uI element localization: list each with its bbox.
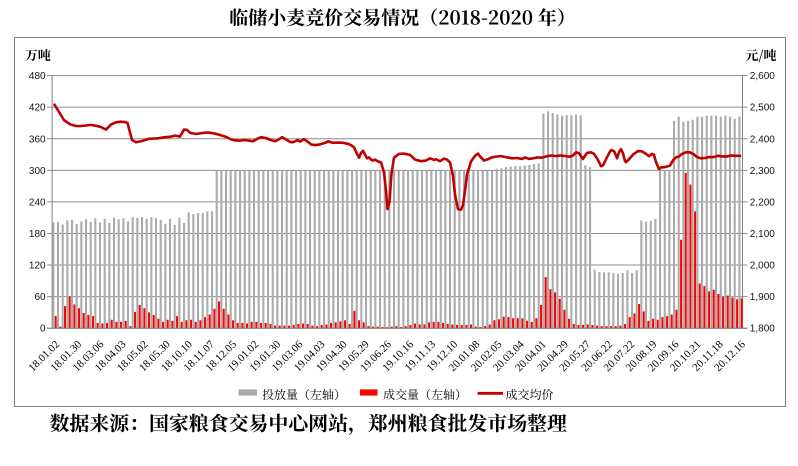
svg-text:360: 360 — [29, 134, 46, 145]
svg-text:120: 120 — [29, 261, 46, 272]
svg-text:2,300: 2,300 — [750, 166, 775, 177]
svg-text:300: 300 — [29, 166, 46, 177]
svg-text:2,100: 2,100 — [750, 229, 775, 240]
svg-text:1,900: 1,900 — [750, 292, 775, 303]
svg-text:2,400: 2,400 — [750, 134, 775, 145]
svg-text:0: 0 — [40, 324, 46, 335]
svg-text:480: 480 — [29, 71, 46, 82]
svg-text:2,600: 2,600 — [750, 71, 775, 82]
svg-text:2,500: 2,500 — [750, 103, 775, 114]
svg-text:420: 420 — [29, 103, 46, 114]
svg-text:1,800: 1,800 — [750, 324, 775, 335]
svg-text:2,000: 2,000 — [750, 261, 775, 272]
svg-text:240: 240 — [29, 197, 46, 208]
svg-text:2,200: 2,200 — [750, 197, 775, 208]
svg-text:180: 180 — [29, 229, 46, 240]
svg-text:60: 60 — [34, 292, 46, 303]
